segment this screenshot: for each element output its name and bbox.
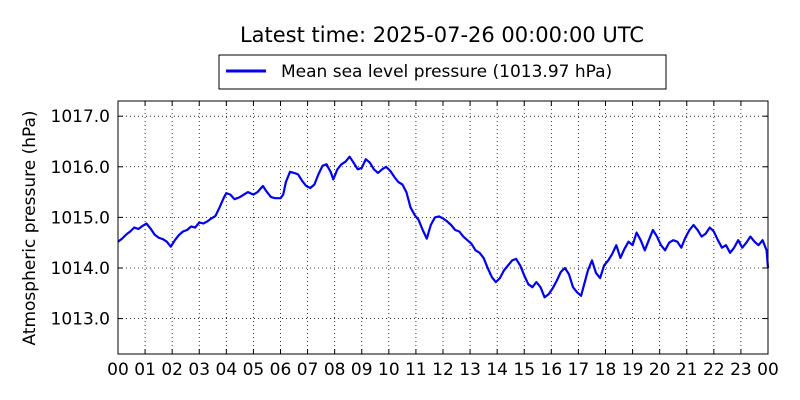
legend: Mean sea level pressure (1013.97 hPa) — [218, 54, 667, 90]
x-tick-label: 10 — [378, 360, 400, 380]
y-tick-label: 1014.0 — [51, 259, 110, 279]
x-tick-label: 05 — [243, 360, 265, 380]
x-tick-label: 16 — [541, 360, 563, 380]
series-layer — [117, 155, 770, 299]
x-tick-label: 23 — [730, 360, 752, 380]
x-tick-label: 00 — [107, 360, 129, 380]
x-tick-label: 01 — [134, 360, 156, 380]
x-tick-label: 06 — [270, 360, 292, 380]
plot-frame — [117, 100, 769, 355]
x-tick-label: 22 — [703, 360, 725, 380]
y-axis-label: Atmospheric pressure (hPa) — [20, 110, 40, 345]
x-tick-label: 15 — [513, 360, 535, 380]
y-tick-label: 1015.0 — [51, 208, 110, 228]
chart-title: Latest time: 2025-07-26 00:00:00 UTC — [240, 23, 644, 47]
grid — [118, 101, 768, 354]
legend-label: Mean sea level pressure (1013.97 hPa) — [281, 62, 612, 82]
x-tick-label: 07 — [297, 360, 319, 380]
x-tick-label: 00 — [757, 360, 779, 380]
x-tick-label: 04 — [216, 360, 238, 380]
x-tick-label: 17 — [568, 360, 590, 380]
legend-box — [218, 54, 667, 90]
y-tick-label: 1017.0 — [51, 107, 110, 127]
x-tick-label: 02 — [161, 360, 183, 380]
x-tick-label: 20 — [649, 360, 671, 380]
y-tick-label: 1013.0 — [51, 310, 110, 330]
x-tick-label: 13 — [459, 360, 481, 380]
series-line — [117, 155, 770, 299]
x-tick-label: 08 — [324, 360, 346, 380]
x-tick-label: 12 — [432, 360, 454, 380]
x-tick-label: 18 — [595, 360, 617, 380]
x-tick-label: 19 — [622, 360, 644, 380]
x-tick-label: 03 — [188, 360, 210, 380]
x-tick-label: 11 — [405, 360, 427, 380]
x-tick-label: 14 — [486, 360, 508, 380]
x-tick-label: 21 — [676, 360, 698, 380]
y-tick-label: 1016.0 — [51, 158, 110, 178]
x-tick-label: 09 — [351, 360, 373, 380]
